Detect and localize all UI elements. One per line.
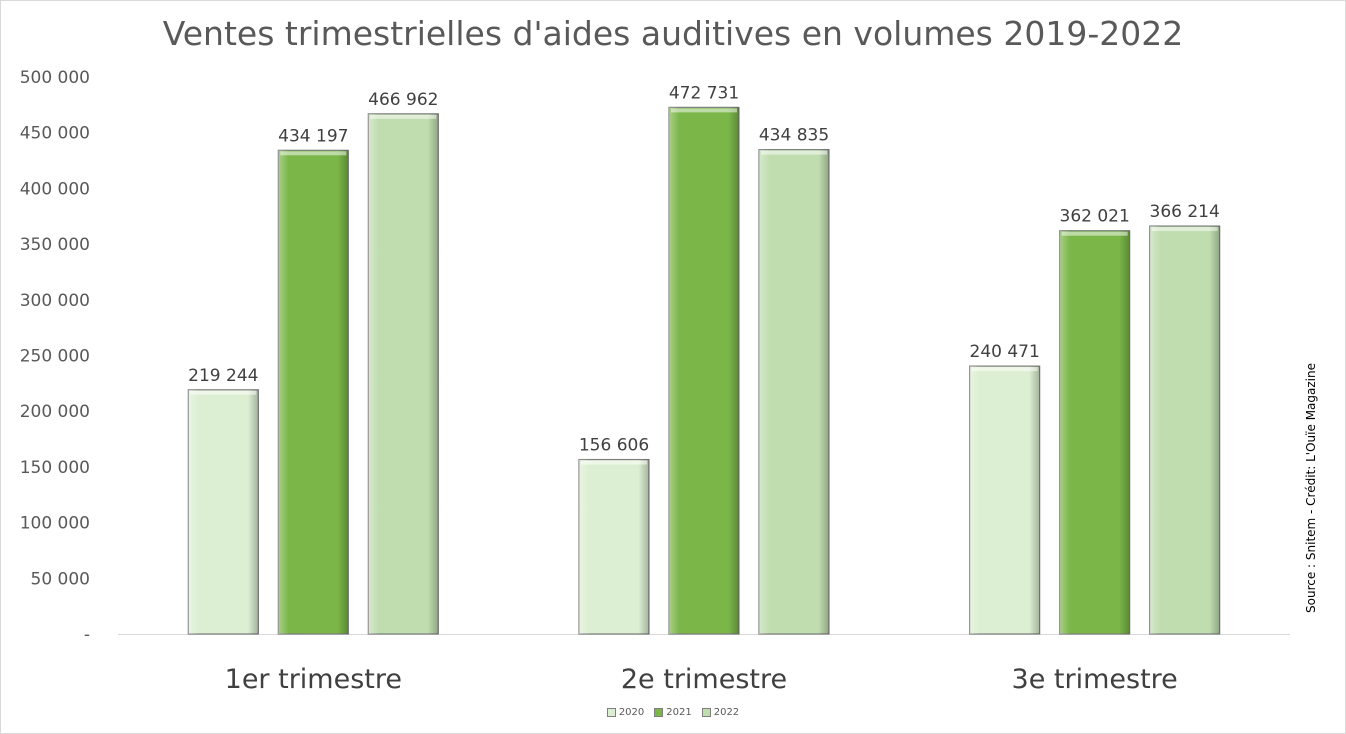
bar-shade xyxy=(759,149,829,634)
y-tick-label: 300 000 xyxy=(20,291,90,311)
legend: 2020 2021 2022 xyxy=(0,707,1346,718)
bar-shade xyxy=(188,389,259,634)
legend-label-2021: 2021 xyxy=(666,707,692,718)
bar-shade xyxy=(669,107,739,634)
data-label: 366 214 xyxy=(1150,202,1220,222)
y-tick-label: 150 000 xyxy=(20,458,90,478)
data-label: 219 244 xyxy=(188,366,258,386)
y-tick-label: 250 000 xyxy=(20,347,90,367)
data-label: 156 606 xyxy=(579,436,649,456)
bar-shade xyxy=(969,366,1040,634)
y-tick-label: - xyxy=(84,625,90,645)
data-label: 434 835 xyxy=(759,126,829,146)
legend-item-2021: 2021 xyxy=(654,707,692,718)
y-tick-label: 500 000 xyxy=(20,68,90,88)
y-tick-label: 200 000 xyxy=(20,402,90,422)
y-tick-label: 400 000 xyxy=(20,179,90,199)
legend-label-2022: 2022 xyxy=(713,707,740,718)
y-tick-label: 50 000 xyxy=(31,569,90,589)
legend-label-2020: 2020 xyxy=(618,707,645,718)
bar-shade xyxy=(579,459,649,634)
x-tick-label: 2e trimestre xyxy=(621,664,787,695)
legend-item-2020: 2020 xyxy=(606,707,645,718)
legend-swatch-2022 xyxy=(701,708,711,717)
bar-shade xyxy=(368,113,439,635)
bar-highlight xyxy=(1151,227,1218,232)
y-tick-label: 350 000 xyxy=(20,235,90,255)
bar-highlight xyxy=(370,114,437,119)
data-label: 472 731 xyxy=(669,83,739,103)
legend-swatch-2021 xyxy=(654,708,664,717)
bar-highlight xyxy=(671,108,737,113)
bar-shade xyxy=(278,150,349,634)
bar-highlight xyxy=(1061,231,1128,236)
bar-shade xyxy=(1149,226,1220,634)
source-note-text: Source : Snitem - Crédit: L'Ouïe Magazin… xyxy=(1304,362,1318,613)
bar-highlight xyxy=(971,367,1038,372)
y-tick-label: 100 000 xyxy=(20,514,90,534)
bar-highlight xyxy=(581,460,647,465)
chart-title: Ventes trimestrielles d'aides auditives … xyxy=(162,14,1184,53)
data-label: 240 471 xyxy=(970,342,1040,362)
x-tick-label: 1er trimestre xyxy=(225,664,402,695)
y-tick-label: 450 000 xyxy=(20,124,90,144)
data-label: 434 197 xyxy=(278,126,348,146)
source-note: Source : Snitem - Crédit: L'Ouïe Magazin… xyxy=(1300,350,1322,625)
bar-highlight xyxy=(190,390,257,395)
bar-highlight xyxy=(280,151,347,156)
bar-highlight xyxy=(761,150,827,155)
data-label: 362 021 xyxy=(1060,207,1130,227)
bar-shade xyxy=(1059,230,1130,634)
data-label: 466 962 xyxy=(368,90,438,110)
legend-item-2022: 2022 xyxy=(701,707,740,718)
x-tick-label: 3e trimestre xyxy=(1012,664,1178,695)
legend-swatch-2020 xyxy=(606,708,616,717)
